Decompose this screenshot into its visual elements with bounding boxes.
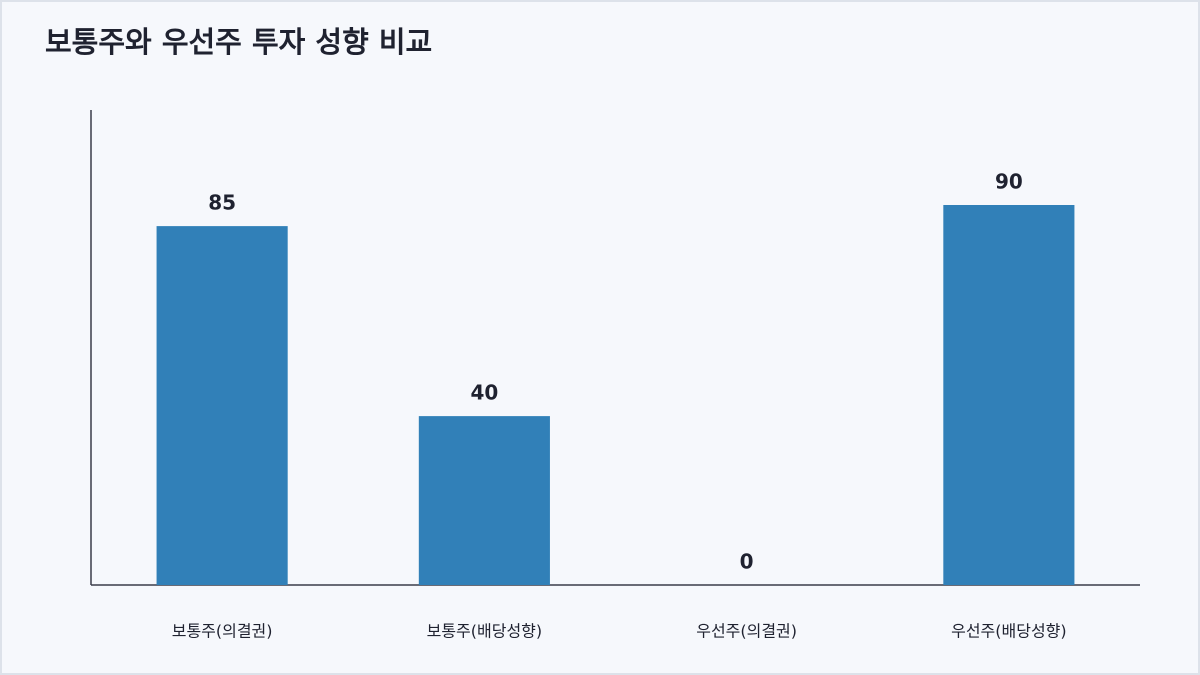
value-label: 85 <box>208 191 236 215</box>
bar <box>943 205 1075 585</box>
x-tick-label: 우선주(배당성향) <box>951 622 1067 641</box>
x-tick-label: 보통주(배당성향) <box>427 622 543 641</box>
value-label: 90 <box>995 170 1023 194</box>
chart-title: 보통주와 우선주 투자 성향 비교 <box>45 25 432 59</box>
value-label: 0 <box>740 550 754 574</box>
bar <box>418 416 550 585</box>
x-tick-label: 보통주(의결권) <box>172 622 273 641</box>
x-tick-label: 우선주(의결권) <box>696 622 797 641</box>
value-label: 40 <box>470 381 498 405</box>
bar <box>156 226 288 585</box>
